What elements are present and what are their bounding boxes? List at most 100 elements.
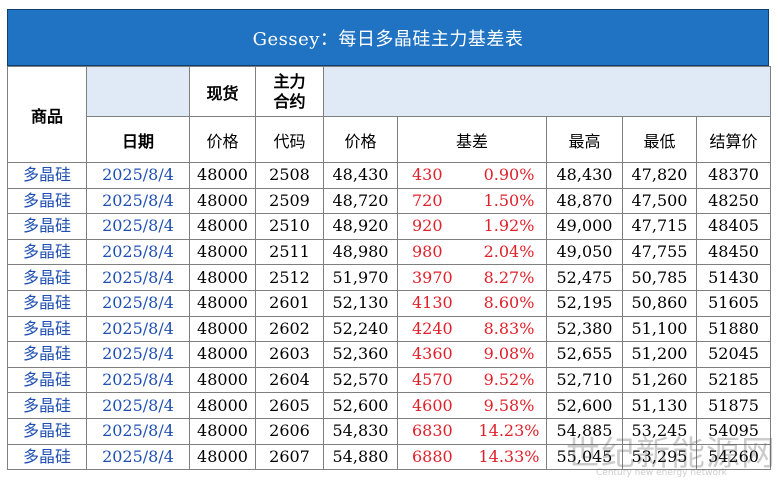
cell-settle: 54095 <box>695 417 772 445</box>
cell-product: 多晶硅 <box>7 341 87 368</box>
basis-percent: 1.50% <box>483 190 535 210</box>
cell-spot-price: 48000 <box>189 162 256 189</box>
basis-value: 4600 <box>412 395 453 415</box>
header-date: 日期 <box>86 116 190 163</box>
table-row: 多晶硅 2025/8/4 48000 2508 48,430 430 0.90% 48,430… <box>7 162 772 189</box>
cell-basis: 980 2.04% <box>397 238 547 266</box>
cell-date: 2025/8/4 <box>86 417 190 445</box>
cell-basis: 920 1.92% <box>397 213 547 240</box>
header-spot-price: 价格 <box>189 116 256 163</box>
basis-percent: 8.83% <box>483 318 535 338</box>
cell-code: 2602 <box>255 315 324 343</box>
basis-percent: 1.92% <box>483 216 535 236</box>
cell-settle: 51605 <box>695 289 772 317</box>
cell-low: 47,715 <box>622 213 697 240</box>
cell-date: 2025/8/4 <box>86 366 190 394</box>
cell-product: 多晶硅 <box>7 213 87 240</box>
table-row: 多晶硅 2025/8/4 48000 2512 51,970 3970 8.27% 52,47… <box>7 264 772 291</box>
cell-low: 51,260 <box>622 366 697 394</box>
cell-high: 54,885 <box>546 417 623 445</box>
cell-basis: 4570 9.52% <box>397 366 547 394</box>
basis-value: 4570 <box>412 370 453 390</box>
cell-basis: 4240 8.83% <box>397 315 547 343</box>
cell-basis: 4600 9.58% <box>397 392 547 419</box>
cell-high: 52,600 <box>546 392 623 419</box>
header-row-1: 商品 现货 主力 合约 <box>7 66 772 163</box>
cell-settle: 52185 <box>695 366 772 394</box>
cell-date: 2025/8/4 <box>86 238 190 266</box>
cell-low: 53,295 <box>622 443 697 471</box>
cell-high: 49,050 <box>546 238 623 266</box>
basis-percent: 0.90% <box>483 165 535 185</box>
cell-code: 2510 <box>255 213 324 240</box>
cell-low: 47,755 <box>622 238 697 266</box>
cell-settle: 48370 <box>695 162 772 189</box>
cell-product: 多晶硅 <box>7 238 87 266</box>
cell-date: 2025/8/4 <box>86 341 190 368</box>
header-settle: 结算价 <box>695 116 772 163</box>
cell-code: 2508 <box>255 162 324 189</box>
cell-code: 2606 <box>255 417 324 445</box>
cell-date: 2025/8/4 <box>86 443 190 471</box>
table-row: 多晶硅 2025/8/4 48000 2509 48,720 720 1.50% 48,870… <box>7 187 772 215</box>
cell-high: 55,045 <box>546 443 623 471</box>
cell-basis: 6830 14.23% <box>397 417 547 445</box>
header-main-contract-line1: 主力 <box>273 71 306 91</box>
header-high: 最高 <box>546 116 623 163</box>
basis-percent: 14.33% <box>478 446 540 466</box>
cell-date: 2025/8/4 <box>86 315 190 343</box>
cell-code: 2603 <box>255 341 324 368</box>
cell-settle: 51875 <box>695 392 772 419</box>
cell-price: 48,720 <box>323 187 398 215</box>
table-row: 多晶硅 2025/8/4 48000 2606 54,830 6830 14.23% 54,8… <box>7 417 772 445</box>
table-row: 多晶硅 2025/8/4 48000 2605 52,600 4600 9.58% 52,60… <box>7 392 772 419</box>
cell-product: 多晶硅 <box>7 315 87 343</box>
cell-basis: 430 0.90% <box>397 162 547 189</box>
cell-spot-price: 48000 <box>189 264 256 291</box>
basis-value: 720 <box>412 190 443 210</box>
header-main-contract-line2: 合约 <box>273 91 306 111</box>
table-row: 多晶硅 2025/8/4 48000 2511 48,980 980 2.04% 49,050… <box>7 238 772 266</box>
header-price: 价格 <box>323 116 398 163</box>
basis-table: 商品 现货 主力 合约 日期 价格 代码 价格 基差 最高 最低 结算价 多晶硅… <box>7 66 772 471</box>
basis-percent: 2.04% <box>483 242 535 262</box>
basis-percent: 9.52% <box>483 370 535 390</box>
cell-low: 53,245 <box>622 417 697 445</box>
cell-settle: 48250 <box>695 187 772 215</box>
cell-price: 54,830 <box>323 417 398 445</box>
cell-price: 52,600 <box>323 392 398 419</box>
cell-product: 多晶硅 <box>7 443 87 471</box>
cell-date: 2025/8/4 <box>86 213 190 240</box>
cell-price: 48,980 <box>323 238 398 266</box>
cell-price: 52,130 <box>323 289 398 317</box>
cell-spot-price: 48000 <box>189 315 256 343</box>
cell-low: 47,820 <box>622 162 697 189</box>
cell-code: 2509 <box>255 187 324 215</box>
table-row: 多晶硅 2025/8/4 48000 2510 48,920 920 1.92% 49,000… <box>7 213 772 240</box>
cell-settle: 48450 <box>695 238 772 266</box>
cell-product: 多晶硅 <box>7 392 87 419</box>
cell-product: 多晶硅 <box>7 162 87 189</box>
cell-high: 52,710 <box>546 366 623 394</box>
basis-value: 4240 <box>412 318 453 338</box>
header-basis: 基差 <box>397 116 547 163</box>
cell-date: 2025/8/4 <box>86 187 190 215</box>
cell-spot-price: 48000 <box>189 213 256 240</box>
header-low: 最低 <box>622 116 697 163</box>
cell-product: 多晶硅 <box>7 366 87 394</box>
table-row: 多晶硅 2025/8/4 48000 2601 52,130 4130 8.60% 52,19… <box>7 289 772 317</box>
cell-low: 51,100 <box>622 315 697 343</box>
header-main-contract: 主力 合约 <box>255 66 324 117</box>
cell-code: 2604 <box>255 366 324 394</box>
cell-settle: 48405 <box>695 213 772 240</box>
cell-price: 51,970 <box>323 264 398 291</box>
cell-high: 48,430 <box>546 162 623 189</box>
basis-value: 3970 <box>412 267 453 287</box>
cell-basis: 6880 14.33% <box>397 443 547 471</box>
basis-value: 920 <box>412 216 443 236</box>
table-title: Gessey：每日多晶硅主力基差表 <box>7 9 769 66</box>
cell-basis: 3970 8.27% <box>397 264 547 291</box>
cell-code: 2607 <box>255 443 324 471</box>
header-row-2: 日期 价格 代码 价格 基差 最高 最低 结算价 <box>8 116 772 163</box>
cell-settle: 51880 <box>695 315 772 343</box>
